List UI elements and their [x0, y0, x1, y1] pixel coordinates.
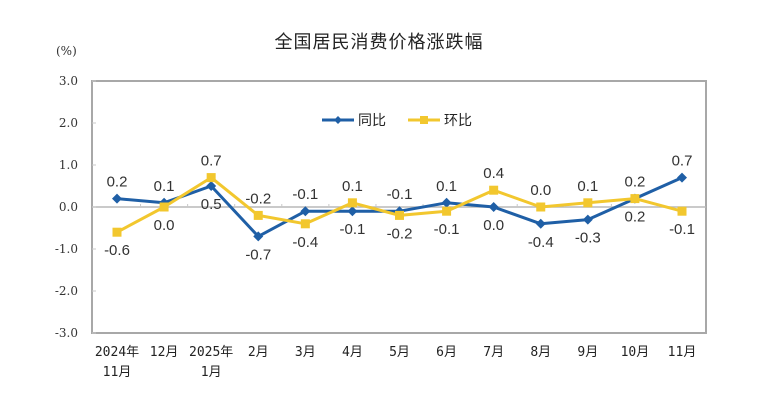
data-label: 0.4 — [483, 165, 504, 182]
data-marker — [536, 202, 546, 212]
data-marker — [441, 197, 452, 208]
data-label: -0.7 — [245, 246, 271, 263]
y-tick-label: -1.0 — [55, 242, 78, 256]
data-label: 0.1 — [577, 178, 598, 195]
data-marker — [442, 206, 452, 216]
x-tick-label: 12月 — [150, 345, 179, 360]
data-label: -0.1 — [669, 221, 695, 238]
y-tick-label: -3.0 — [55, 326, 78, 340]
legend-label-mom: 环比 — [444, 112, 472, 128]
data-label: -0.2 — [387, 225, 413, 242]
data-label: 0.2 — [624, 174, 645, 191]
data-label: -0.2 — [245, 190, 271, 207]
data-label: 0.0 — [154, 217, 175, 234]
data-marker — [300, 219, 310, 229]
data-marker — [206, 173, 216, 183]
data-marker — [300, 206, 311, 217]
x-tick-label: 11月 — [668, 345, 697, 360]
data-marker — [488, 202, 499, 212]
data-marker — [535, 218, 546, 229]
y-tick-label: 3.0 — [59, 74, 78, 88]
data-label: -0.4 — [528, 234, 554, 251]
x-tick-label: 2024年 — [95, 345, 139, 360]
data-marker — [347, 198, 357, 208]
x-tick-label: 10月 — [621, 345, 650, 360]
y-axis-unit-label: (%) — [56, 44, 77, 58]
data-marker — [582, 214, 593, 225]
data-marker — [159, 202, 169, 212]
x-tick-label: 3月 — [295, 345, 316, 360]
data-label: -0.1 — [292, 186, 318, 203]
data-label: -0.4 — [292, 234, 318, 251]
x-tick-label: 8月 — [530, 345, 551, 360]
x-tick-label: 2月 — [248, 345, 269, 360]
data-marker — [253, 210, 263, 220]
chart-title: 全国居民消费价格涨跌幅 — [274, 32, 484, 53]
data-label: 0.0 — [483, 217, 504, 234]
y-tick-label: -2.0 — [55, 284, 78, 298]
x-tick-label: 4月 — [342, 345, 363, 360]
data-label: 0.7 — [672, 153, 693, 170]
data-label: 0.5 — [201, 196, 222, 213]
legend-label-yoy: 同比 — [358, 112, 386, 128]
x-tick-label: 1月 — [201, 365, 222, 380]
data-marker — [112, 227, 122, 237]
data-marker — [395, 210, 404, 220]
data-label: 0.7 — [201, 153, 222, 170]
legend-marker — [334, 116, 342, 124]
data-label: 0.0 — [530, 182, 551, 199]
data-marker — [347, 206, 358, 217]
data-marker — [112, 193, 122, 204]
x-tick-label: 7月 — [483, 345, 504, 360]
data-label: 0.1 — [436, 178, 457, 195]
x-tick-label: 6月 — [436, 345, 457, 360]
y-tick-label: 2.0 — [59, 116, 78, 130]
data-marker — [489, 185, 499, 195]
data-label: -0.3 — [575, 230, 601, 247]
data-marker — [253, 231, 264, 242]
data-label: -0.1 — [339, 221, 365, 238]
data-label: -0.6 — [104, 242, 130, 259]
x-tick-label: 11月 — [103, 365, 132, 380]
data-label: 0.1 — [342, 178, 363, 195]
data-label: 0.1 — [154, 178, 175, 195]
legend-marker — [420, 116, 428, 124]
y-tick-label: 1.0 — [59, 158, 78, 172]
data-label: -0.1 — [434, 221, 460, 238]
data-marker — [677, 172, 687, 183]
x-tick-label: 2025年 — [189, 345, 233, 360]
data-label: 0.2 — [624, 209, 645, 226]
data-label: -0.1 — [387, 186, 413, 203]
data-marker — [630, 194, 640, 204]
data-marker — [677, 206, 687, 216]
x-tick-label: 9月 — [577, 345, 598, 360]
data-label: 0.2 — [107, 174, 128, 191]
data-marker — [583, 198, 593, 208]
data-marker — [206, 181, 217, 191]
x-tick-label: 5月 — [389, 345, 410, 360]
y-tick-label: 0.0 — [59, 200, 78, 214]
